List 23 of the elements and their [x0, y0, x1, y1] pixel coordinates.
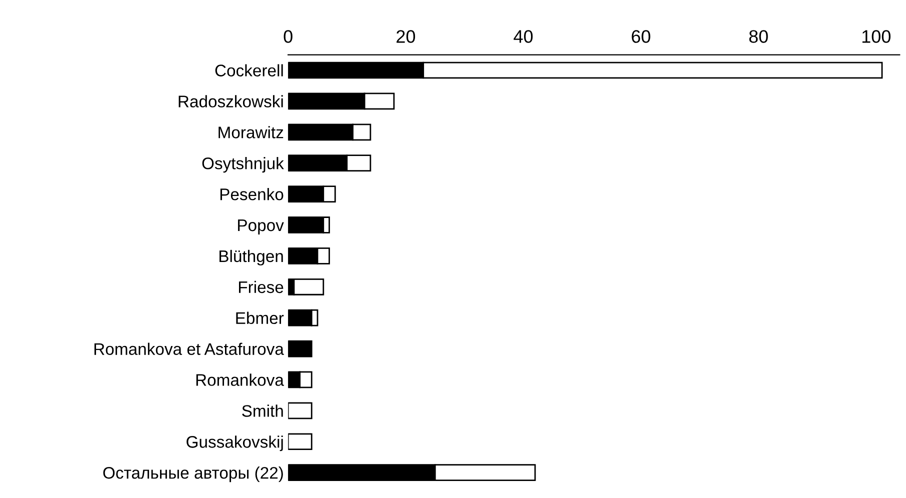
y-tick-label: Cockerell	[215, 64, 283, 76]
y-tick-label: Popov	[238, 220, 284, 234]
bar	[288, 433, 312, 450]
x-tick-label: 100	[862, 30, 890, 43]
x-tick-label: 80	[749, 30, 768, 43]
bar	[288, 340, 312, 358]
x-tick-label: 40	[514, 30, 533, 43]
y-tick-label: Pesenko	[220, 188, 284, 200]
y-tick-label: Остальные авторы (22)	[103, 466, 283, 482]
y-tick-label: Radoszkowski	[178, 95, 283, 108]
y-tick-label: Morawitz	[218, 126, 284, 138]
y-tick-label: Osytshnjuk	[202, 157, 284, 173]
y-tick-label: Ebmer	[236, 312, 284, 324]
y-tick-label: Romankova	[196, 374, 284, 386]
y-tick-label: Gussakovskij	[186, 436, 283, 452]
y-tick-label: Blüthgen	[220, 250, 283, 266]
x-tick-label: 60	[632, 30, 650, 43]
x-tick-label: 20	[396, 30, 416, 43]
bar	[288, 402, 312, 420]
x-tick-label: 0	[284, 30, 292, 43]
y-tick-label: Friese	[239, 280, 284, 294]
y-tick-label: Smith	[242, 404, 283, 417]
y-tick-label: Romankova et Astafurova	[94, 342, 284, 355]
